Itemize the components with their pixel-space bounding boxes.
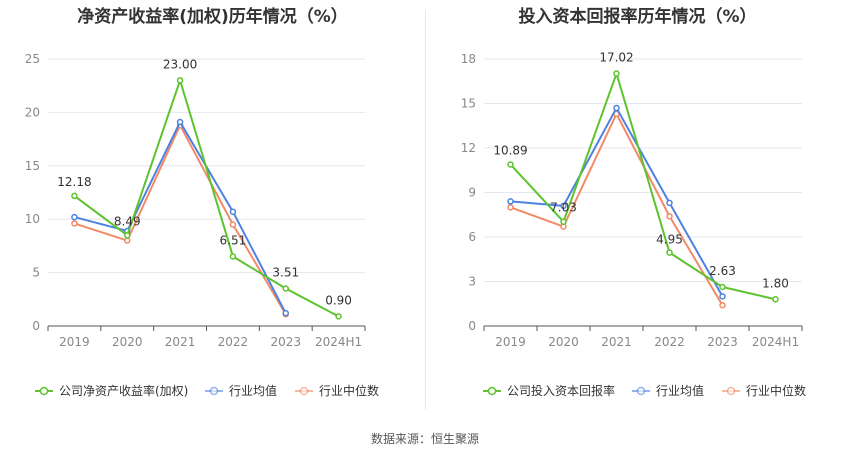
roe-legend-item-0[interactable]: 公司净资产收益率(加权) xyxy=(35,383,188,398)
roic-y-tick-label: 15 xyxy=(461,97,476,111)
roe-x-tick-label: 2019 xyxy=(59,335,90,349)
roic-data-point[interactable] xyxy=(560,218,567,225)
roic-data-point[interactable] xyxy=(507,204,514,211)
roic-data-point[interactable] xyxy=(613,104,620,112)
roic-x-tick-label: 2021 xyxy=(601,335,632,349)
roe-data-point[interactable] xyxy=(282,309,289,317)
roic-legend-item-0[interactable]: 公司投入资本回报率 xyxy=(483,383,615,398)
chart-divider xyxy=(425,10,426,410)
roic-y-tick-label: 18 xyxy=(461,52,476,66)
roic-data-label: 10.89 xyxy=(493,143,527,157)
roe-data-point[interactable] xyxy=(229,221,237,228)
roe-legend-label: 行业中位数 xyxy=(319,383,379,398)
roic-y-tick-label: 12 xyxy=(461,141,476,155)
roe-data-label: 0.90 xyxy=(325,293,352,307)
roe-legend-label: 行业均值 xyxy=(229,383,277,398)
legend-marker-icon xyxy=(726,386,736,396)
chart-title-roic: 投入资本回报率历年情况（%） xyxy=(518,7,757,27)
legend-marker-icon xyxy=(39,386,49,396)
roic-y-tick-label: 3 xyxy=(468,275,476,289)
roe-data-point[interactable] xyxy=(176,77,184,84)
roe-data-point[interactable] xyxy=(71,213,78,221)
roic-data-point[interactable] xyxy=(772,296,779,303)
roic-data-point[interactable] xyxy=(719,301,726,309)
roe-y-tick-label: 0 xyxy=(32,319,40,333)
roic-legend-label: 公司投入资本回报率 xyxy=(507,383,615,398)
roic-series-line-2 xyxy=(510,112,724,306)
roe-data-label: 23.00 xyxy=(163,57,197,71)
legend-marker-icon xyxy=(299,386,309,396)
roic-data-point[interactable] xyxy=(719,293,726,300)
roic-data-label: 2.63 xyxy=(709,264,736,278)
roe-y-tick-label: 25 xyxy=(25,52,40,66)
roic-y-tick-label: 0 xyxy=(468,319,476,333)
roe-y-tick-label: 15 xyxy=(25,159,40,173)
roe-data-point[interactable] xyxy=(229,208,237,215)
roic-data-label: 1.80 xyxy=(762,276,789,290)
roe-y-tick-label: 5 xyxy=(32,266,40,280)
roic-legend-label: 行业均值 xyxy=(656,383,704,398)
roe-data-point[interactable] xyxy=(176,118,184,126)
roe-data-point[interactable] xyxy=(124,232,131,239)
roic-data-point[interactable] xyxy=(613,70,620,77)
roic-chart: 0 3 6 9 12 15 18 2019 2020 2021 2022 2023 2024H1 10.8… xyxy=(461,51,806,398)
roe-data-label: 3.51 xyxy=(272,266,299,280)
roe-data-point[interactable] xyxy=(71,192,78,200)
roic-x-tick-label: 2024H1 xyxy=(752,335,799,349)
roic-data-point[interactable] xyxy=(666,249,673,256)
roic-data-label: 4.95 xyxy=(656,233,683,247)
roic-x-tick-label: 2022 xyxy=(654,335,685,349)
roe-x-tick-label: 2021 xyxy=(165,335,196,349)
roe-legend-item-1[interactable]: 行业均值 xyxy=(205,383,277,398)
roe-y-tick-label: 20 xyxy=(25,105,40,119)
roe-data-point[interactable] xyxy=(282,285,289,292)
roic-data-point[interactable] xyxy=(507,161,514,168)
roic-data-point[interactable] xyxy=(666,212,673,220)
roic-x-tick-label: 2020 xyxy=(548,335,579,349)
roic-legend-label: 行业中位数 xyxy=(746,383,806,398)
roe-data-point[interactable] xyxy=(71,220,78,227)
data-source-note: 数据来源：恒生聚源 xyxy=(370,432,479,446)
roic-x-tick-label: 2023 xyxy=(707,335,738,349)
roic-legend-item-1[interactable]: 行业均值 xyxy=(632,383,704,398)
roic-x-tick-label: 2019 xyxy=(495,335,526,349)
roe-y-tick-label: 10 xyxy=(25,212,40,226)
roic-y-tick-label: 9 xyxy=(468,186,476,200)
roic-series-line-0 xyxy=(509,72,776,301)
roe-data-point[interactable] xyxy=(229,253,237,260)
roe-legend-item-2[interactable]: 行业中位数 xyxy=(295,383,379,398)
roic-series-line-1 xyxy=(510,106,724,297)
roic-data-point[interactable] xyxy=(507,198,514,205)
chart-title-roe: 净资产收益率(加权)历年情况（%） xyxy=(77,7,348,27)
roic-y-tick-label: 6 xyxy=(468,230,476,244)
legend-marker-icon xyxy=(209,386,219,396)
roe-x-tick-label: 2024H1 xyxy=(315,335,362,349)
roic-data-label: 17.02 xyxy=(599,51,633,65)
roic-data-point[interactable] xyxy=(560,202,567,210)
roe-chart: 0 5 10 15 20 25 2019 2020 2021 2022 2023 2024H1 12.1… xyxy=(25,52,379,398)
roe-x-tick-label: 2020 xyxy=(112,335,143,349)
legend-marker-icon xyxy=(487,386,497,396)
roe-series-line-0 xyxy=(73,79,340,318)
roe-data-label: 6.51 xyxy=(220,233,247,247)
legend-marker-icon xyxy=(636,386,646,396)
roe-x-tick-label: 2022 xyxy=(218,335,249,349)
roe-data-point[interactable] xyxy=(335,313,342,320)
roe-data-label: 8.49 xyxy=(114,214,141,228)
roic-data-point[interactable] xyxy=(719,283,726,291)
roe-data-label: 12.18 xyxy=(57,175,91,189)
roe-x-tick-label: 2023 xyxy=(270,335,301,349)
roic-data-label: 7.03 xyxy=(550,201,577,215)
roe-legend-label: 公司净资产收益率(加权) xyxy=(59,383,188,398)
roic-data-point[interactable] xyxy=(666,199,673,207)
roic-legend-item-2[interactable]: 行业中位数 xyxy=(722,383,806,398)
